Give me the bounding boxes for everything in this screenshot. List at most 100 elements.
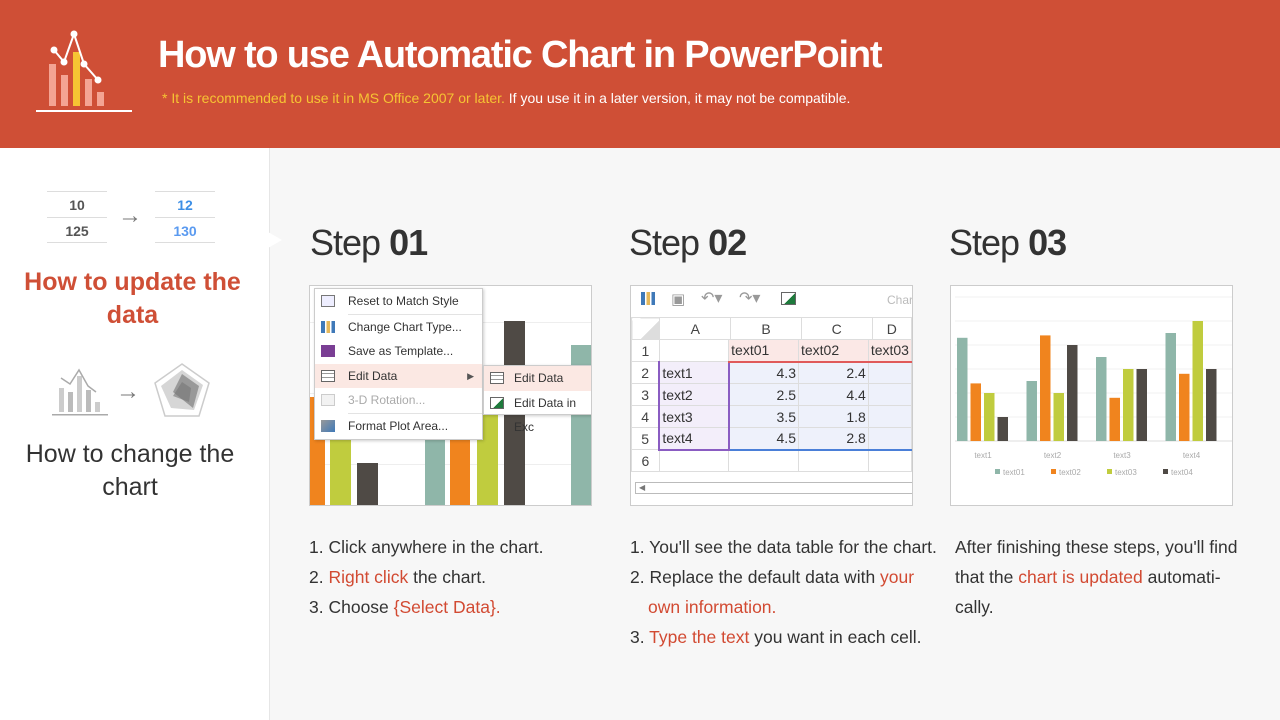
bar-text01-text3 [1096, 357, 1107, 441]
sheet-cell[interactable]: 2.8 [797, 427, 869, 451]
sheet-row: 2 text1 4.3 2.4 [631, 361, 912, 384]
sheet-cell[interactable] [867, 361, 912, 384]
new-value: 130 [155, 217, 215, 243]
sheet-cell[interactable]: 2.4 [797, 361, 869, 384]
menu-item-edit-data[interactable]: Edit Data ▶ [315, 363, 482, 388]
column-header[interactable]: B [730, 317, 802, 340]
menu-item-save-template[interactable]: Save as Template... [315, 339, 482, 364]
old-value: 10 [47, 191, 107, 217]
row-header[interactable]: 1 [631, 339, 660, 362]
sheet-cell[interactable] [658, 449, 730, 472]
sheet-cell[interactable] [867, 427, 912, 451]
step-label: Step [629, 222, 709, 263]
arrow-right-icon: → [118, 202, 142, 229]
sheet-cell[interactable]: 4.5 [728, 427, 799, 451]
row-header[interactable]: 2 [631, 361, 660, 384]
legend-label: text02 [1059, 468, 1081, 477]
compatibility-note: * It is recommended to use it in MS Offi… [162, 90, 850, 106]
bar-text02-text3 [1109, 397, 1120, 441]
updated-chart-screenshot: text1 text2 text3 text4 text01 text02 text03 te… [950, 285, 1233, 506]
bar-text01-text4 [1165, 333, 1176, 441]
step-02-instructions: 1. You'll see the data table for the cha… [630, 532, 940, 652]
sheet-row: 4 text3 3.5 1.8 [631, 405, 912, 428]
legend-swatch [1107, 469, 1112, 474]
edit-data-icon [321, 369, 335, 382]
sheet-row: 5 text4 4.5 2.8 [631, 427, 912, 451]
bar-text03-text3 [1123, 369, 1134, 441]
step-03-title: Step 03 [949, 222, 1067, 264]
row-header[interactable]: 3 [631, 383, 660, 406]
sheet-title: Chart [887, 293, 913, 307]
sheet-cell[interactable]: 1.8 [797, 405, 869, 428]
submenu-item-edit-data[interactable]: Edit Data [484, 366, 591, 391]
bar-text03-text4 [1192, 321, 1203, 441]
bar-text03-text2 [1053, 393, 1064, 441]
step-label: Step [949, 222, 1029, 263]
category-label: text3 [1113, 451, 1131, 460]
submenu-item-edit-data-excel[interactable]: Edit Data in Exc [484, 391, 591, 434]
pointer-notch [268, 232, 282, 248]
chart-type-icon [321, 320, 335, 333]
sheet-cell[interactable]: 3.5 [728, 405, 799, 428]
instruction-line: 3. Type the text you want in each cell. [630, 627, 922, 647]
new-value: 12 [155, 191, 215, 217]
undo-icon[interactable]: ↶▾ [701, 290, 723, 307]
bar-text02-text2 [1040, 335, 1051, 441]
data-rows: 1 text01 text02 text03 2 text1 4.3 2.4 3 text2 2.5… [631, 339, 912, 472]
menu-item-format-plot-area[interactable]: Format Plot Area... [315, 414, 482, 439]
sheet-cell[interactable]: text2 [658, 383, 730, 406]
redo-icon[interactable]: ↷▾ [739, 290, 761, 307]
update-data-heading: How to update the data [24, 268, 241, 329]
menu-item-reset-style[interactable]: Reset to Match Style [315, 289, 482, 314]
column-header[interactable]: A [659, 317, 732, 340]
new-values-table: 12 130 [155, 191, 215, 243]
sheet-cell[interactable]: text3 [658, 405, 730, 428]
sheet-cell[interactable]: text1 [658, 361, 730, 384]
sheet-cell[interactable]: text03 [867, 339, 912, 363]
sheet-cell[interactable]: 4.4 [797, 383, 869, 406]
bar-text03-text1 [984, 393, 995, 441]
column-header[interactable]: C [800, 317, 873, 340]
bar-text01-text2 [1026, 381, 1037, 441]
menu-label: Change Chart Type... [348, 319, 462, 334]
sheet-cell[interactable]: text01 [728, 339, 799, 363]
sheet-row: 3 text2 2.5 4.4 [631, 383, 912, 406]
sheet-row: 1 text01 text02 text03 [631, 339, 912, 363]
edit-data-icon [490, 372, 504, 384]
column-header[interactable]: D [871, 317, 912, 340]
sheet-cell[interactable]: text02 [797, 339, 869, 363]
legend-swatch [995, 469, 1000, 474]
instruction-line: own information. [648, 597, 777, 617]
sheet-cell[interactable] [797, 449, 869, 472]
sheet-cell[interactable]: 2.5 [728, 383, 799, 406]
submenu-arrow-icon: ▶ [467, 370, 474, 381]
step-number: 03 [1028, 222, 1067, 263]
note-rest: If you use it in a later version, it may… [504, 90, 851, 106]
sheet-cell[interactable] [658, 339, 730, 362]
row-header[interactable]: 6 [631, 449, 660, 472]
instruction-line: 3. Choose {Select Data}. [309, 597, 501, 617]
category-label: text2 [1044, 451, 1062, 460]
instruction-line: 1. You'll see the data table for the cha… [630, 537, 937, 557]
save-icon[interactable]: ▣ [671, 291, 686, 308]
excel-icon[interactable] [781, 292, 796, 305]
sheet-cell[interactable]: text4 [658, 427, 730, 451]
instruction-line: 2. Replace the default data with your [630, 567, 915, 587]
sheet-cell[interactable]: 4.3 [728, 361, 799, 384]
menu-label: Format Plot Area... [348, 418, 449, 433]
row-header[interactable]: 4 [631, 405, 660, 428]
bar-text04-text3 [1136, 369, 1147, 441]
horizontal-scrollbar[interactable]: ◀ [635, 482, 912, 494]
sheet-cell[interactable] [867, 383, 912, 406]
save-template-icon [321, 345, 335, 357]
sheet-cell[interactable] [867, 405, 912, 428]
category-label: text1 [974, 451, 992, 460]
sheet-cell[interactable] [728, 449, 799, 472]
menu-item-change-chart-type[interactable]: Change Chart Type... [315, 315, 482, 340]
row-header[interactable]: 5 [631, 427, 660, 450]
menu-item-3d-rotation: 3-D Rotation... [315, 388, 482, 413]
sheet-toolbar: ▣ ↶▾ ↷▾ Chart [631, 286, 912, 314]
sheet-cell[interactable] [867, 449, 912, 472]
bar-text04-text2 [1067, 345, 1078, 441]
